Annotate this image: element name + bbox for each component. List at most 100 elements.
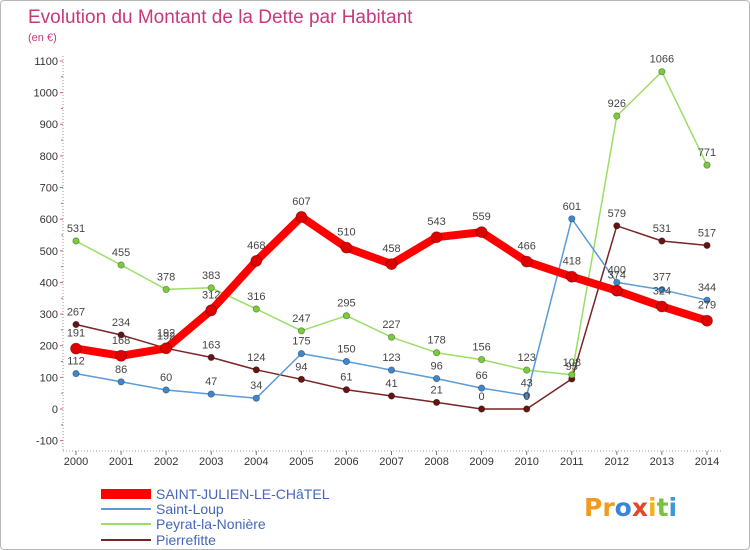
x-tick-label: 2008 [424,456,448,468]
y-tick-label: 700 [40,183,58,195]
x-tick-label: 2007 [379,456,403,468]
x-tick-label: 2000 [64,456,88,468]
data-point [656,300,668,313]
data-point [252,305,260,313]
data-point [613,222,621,230]
data-label: 41 [385,378,397,390]
data-label: 579 [608,208,626,220]
data-point [297,327,305,335]
data-label: 95 [566,361,578,373]
data-point [477,405,486,413]
data-label: 374 [608,270,626,282]
data-point [701,314,713,327]
data-label: 455 [112,247,130,259]
y-tick-label: 0 [52,404,58,416]
data-label: 192 [157,327,175,339]
y-tick-label: 1000 [34,88,58,100]
data-label: 344 [698,282,716,294]
legend-label: Saint-Loup [156,501,224,517]
logo-letter: r [602,493,615,522]
data-point [432,374,441,383]
data-label: 234 [112,317,130,329]
x-tick-label: 2009 [469,456,493,468]
data-label: 531 [653,223,671,235]
data-label: 559 [472,211,490,223]
data-point [477,355,486,364]
data-label: 279 [698,300,716,312]
data-label: 178 [427,335,445,347]
legend: SAINT-JULIEN-LE-CHâTELSaint-LoupPeyrat-l… [101,486,330,548]
data-point [703,296,711,304]
data-label: 324 [653,286,671,298]
data-point [162,386,170,394]
data-point [117,378,125,386]
data-label: 108 [563,357,581,369]
x-tick-label: 2013 [650,456,674,468]
x-tick-label: 2014 [695,456,719,468]
y-tick-label: 200 [40,341,58,353]
data-point [432,349,441,357]
data-label: 150 [337,344,355,356]
data-point [432,398,441,406]
data-label: 247 [292,313,310,325]
data-label: 267 [67,307,85,319]
x-tick-label: 2002 [154,456,178,468]
data-label: 94 [295,361,307,373]
data-point [565,270,578,283]
data-label: 295 [337,298,355,310]
series-lines [70,68,713,413]
data-label: 43 [521,377,533,389]
data-label: 926 [608,98,626,110]
data-point [523,405,531,413]
data-label: 543 [427,216,445,228]
legend-label: Pierrefitte [156,532,216,548]
data-point [475,226,488,239]
logo-letter: o [615,493,632,522]
data-label: 168 [112,335,130,347]
data-point [387,366,396,374]
data-point [117,331,125,339]
chart-subtitle: (en €) [28,32,57,44]
data-label: 227 [382,319,400,331]
data-label: 517 [698,227,716,239]
data-label: 21 [430,384,442,396]
data-label: 531 [67,223,85,235]
data-point [430,231,443,244]
x-tick-label: 2004 [244,456,268,468]
data-label: 312 [202,289,220,301]
data-label: 377 [653,272,671,284]
data-point [207,390,215,398]
data-label: 123 [382,352,400,364]
data-point [387,392,396,400]
legend-label: Peyrat-la-Nonière [156,516,266,532]
y-tick-label: 300 [40,309,58,321]
data-point [520,255,533,268]
logo-letter: t [657,493,669,522]
data-point [207,284,215,292]
x-tick-label: 2003 [199,456,223,468]
y-tick-label: -100 [36,436,58,448]
data-point [477,384,486,392]
data-point [207,353,215,361]
data-label: 510 [337,227,355,239]
data-label: 0 [479,391,485,403]
data-label: 96 [430,361,442,373]
data-point [523,391,531,399]
data-label: 418 [563,256,581,268]
x-tick-label: 2010 [514,456,538,468]
data-label: 61 [340,372,352,384]
y-tick-label: 1100 [34,56,58,68]
data-point [387,333,396,341]
y-tick-label: 400 [40,277,58,289]
data-label: 1066 [650,54,674,66]
y-tick-label: 600 [40,214,58,226]
data-label: 124 [247,352,265,364]
data-point [658,68,666,76]
data-label: 601 [563,201,581,213]
data-point [72,237,80,245]
data-point [342,312,350,320]
data-point [160,342,173,355]
